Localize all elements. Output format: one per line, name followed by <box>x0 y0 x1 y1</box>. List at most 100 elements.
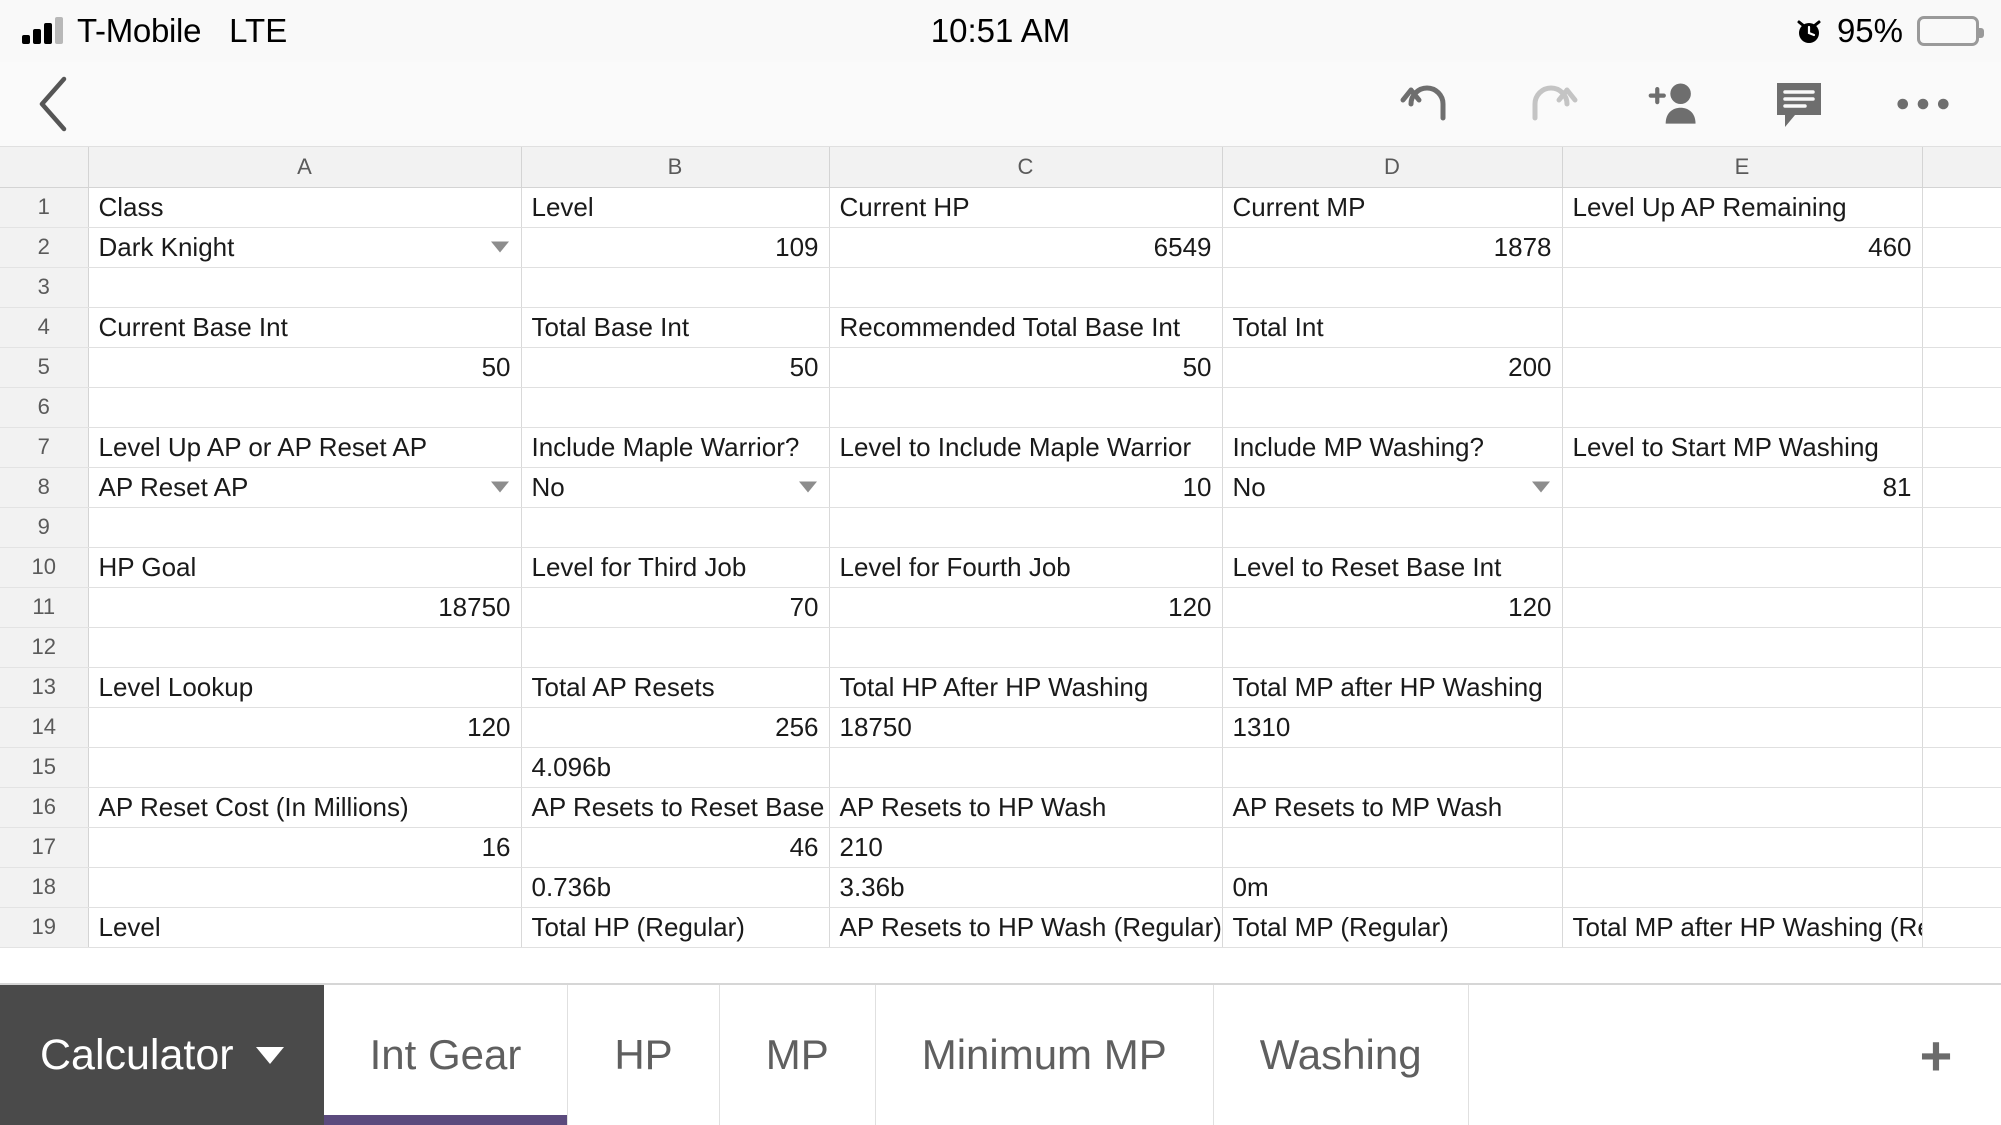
cell-dropdown-caret-icon[interactable] <box>798 481 817 493</box>
cell-E1[interactable]: Level Up AP Remaining <box>1562 187 1923 228</box>
grid-row[interactable]: 11 18750 70 120 120 <box>0 587 2001 628</box>
grid-row[interactable]: 4 Current Base Int Total Base Int Recommend… <box>0 307 2001 348</box>
cell-E10[interactable] <box>1562 547 1923 588</box>
row-header[interactable]: 10 <box>0 547 89 588</box>
grid-row[interactable]: 18 0.736b 3.36b 0m <box>0 867 2001 908</box>
cell-E8[interactable]: 81 <box>1562 467 1923 508</box>
cell-F14[interactable] <box>1922 707 2001 748</box>
cell-dropdown-caret-icon[interactable] <box>1531 481 1550 493</box>
cell-F18[interactable] <box>1922 867 2001 908</box>
row-header[interactable]: 13 <box>0 667 89 708</box>
cell-E11[interactable] <box>1562 587 1923 628</box>
cell-D16[interactable]: AP Resets to MP Wash <box>1222 787 1563 828</box>
row-header[interactable]: 11 <box>0 587 89 628</box>
cell-B10[interactable]: Level for Third Job <box>521 547 830 588</box>
cell-A18[interactable] <box>88 867 522 908</box>
row-header[interactable]: 9 <box>0 507 89 548</box>
grid-row[interactable]: 6 <box>0 387 2001 428</box>
cell-F16[interactable] <box>1922 787 2001 828</box>
cell-A14[interactable]: 120 <box>88 707 522 748</box>
cell-A1[interactable]: Class <box>88 187 522 228</box>
grid-row[interactable]: 10 HP Goal Level for Third Job Level for Fo… <box>0 547 2001 588</box>
cell-A8[interactable]: AP Reset AP <box>88 467 522 508</box>
column-header-c[interactable]: C <box>829 147 1223 188</box>
cell-D1[interactable]: Current MP <box>1222 187 1563 228</box>
cell-E19[interactable]: Total MP after HP Washing (Regular) <box>1562 907 1923 948</box>
cell-B12[interactable] <box>521 627 830 668</box>
cell-B16[interactable]: AP Resets to Reset Base Int <box>521 787 830 828</box>
comment-icon[interactable] <box>1771 76 1827 132</box>
row-header[interactable]: 14 <box>0 707 89 748</box>
cell-F6[interactable] <box>1922 387 2001 428</box>
cell-A17[interactable]: 16 <box>88 827 522 868</box>
add-person-icon[interactable] <box>1647 76 1703 132</box>
cell-B17[interactable]: 46 <box>521 827 830 868</box>
cell-F11[interactable] <box>1922 587 2001 628</box>
cell-C7[interactable]: Level to Include Maple Warrior <box>829 427 1223 468</box>
cell-F5[interactable] <box>1922 347 2001 388</box>
cell-B6[interactable] <box>521 387 830 428</box>
cell-A16[interactable]: AP Reset Cost (In Millions) <box>88 787 522 828</box>
sheet-tab-int-gear[interactable]: Int Gear <box>323 985 569 1125</box>
cell-B9[interactable] <box>521 507 830 548</box>
grid-row[interactable]: 14 120 256 18750 1310 <box>0 707 2001 748</box>
cell-C8[interactable]: 10 <box>829 467 1223 508</box>
cell-F9[interactable] <box>1922 507 2001 548</box>
cell-B4[interactable]: Total Base Int <box>521 307 830 348</box>
cell-C15[interactable] <box>829 747 1223 788</box>
spreadsheet-viewport[interactable]: A B C D E 1 Class Level Current HP Current M… <box>0 147 2001 983</box>
cell-F3[interactable] <box>1922 267 2001 308</box>
active-sheet-selector[interactable]: Calculator <box>0 985 324 1125</box>
cell-B2[interactable]: 109 <box>521 227 830 268</box>
cell-D12[interactable] <box>1222 627 1563 668</box>
cell-C1[interactable]: Current HP <box>829 187 1223 228</box>
cell-E14[interactable] <box>1562 707 1923 748</box>
cell-D18[interactable]: 0m <box>1222 867 1563 908</box>
cell-F8[interactable] <box>1922 467 2001 508</box>
cell-dropdown-caret-icon[interactable] <box>490 481 509 493</box>
row-header[interactable]: 1 <box>0 187 89 228</box>
cell-E9[interactable] <box>1562 507 1923 548</box>
cell-C11[interactable]: 120 <box>829 587 1223 628</box>
cell-D2[interactable]: 1878 <box>1222 227 1563 268</box>
cell-E5[interactable] <box>1562 347 1923 388</box>
cell-C14[interactable]: 18750 <box>829 707 1223 748</box>
cell-C17[interactable]: 210 <box>829 827 1223 868</box>
cell-F10[interactable] <box>1922 547 2001 588</box>
cell-E12[interactable] <box>1562 627 1923 668</box>
grid-body[interactable]: 1 Class Level Current HP Current MP Level Up … <box>0 187 2001 948</box>
cell-A3[interactable] <box>88 267 522 308</box>
cell-A5[interactable]: 50 <box>88 347 522 388</box>
cell-A9[interactable] <box>88 507 522 548</box>
column-header-a[interactable]: A <box>88 147 522 188</box>
grid-row[interactable]: 9 <box>0 507 2001 548</box>
cell-C3[interactable] <box>829 267 1223 308</box>
row-header[interactable]: 15 <box>0 747 89 788</box>
row-header[interactable]: 7 <box>0 427 89 468</box>
cell-E2[interactable]: 460 <box>1562 227 1923 268</box>
cell-B19[interactable]: Total HP (Regular) <box>521 907 830 948</box>
cell-E17[interactable] <box>1562 827 1923 868</box>
cell-F13[interactable] <box>1922 667 2001 708</box>
cell-E3[interactable] <box>1562 267 1923 308</box>
cell-B3[interactable] <box>521 267 830 308</box>
cell-E16[interactable] <box>1562 787 1923 828</box>
cell-B15[interactable]: 4.096b <box>521 747 830 788</box>
cell-A12[interactable] <box>88 627 522 668</box>
cell-D5[interactable]: 200 <box>1222 347 1563 388</box>
row-header[interactable]: 3 <box>0 267 89 308</box>
cell-B18[interactable]: 0.736b <box>521 867 830 908</box>
row-header[interactable]: 17 <box>0 827 89 868</box>
row-header[interactable]: 4 <box>0 307 89 348</box>
cell-A6[interactable] <box>88 387 522 428</box>
cell-dropdown-caret-icon[interactable] <box>490 241 509 253</box>
grid-row[interactable]: 13 Level Lookup Total AP Resets Total HP Af… <box>0 667 2001 708</box>
column-header-e[interactable]: E <box>1562 147 1923 188</box>
cell-E6[interactable] <box>1562 387 1923 428</box>
cell-C2[interactable]: 6549 <box>829 227 1223 268</box>
cell-A7[interactable]: Level Up AP or AP Reset AP <box>88 427 522 468</box>
undo-icon[interactable] <box>1399 76 1455 132</box>
cell-D17[interactable] <box>1222 827 1563 868</box>
cell-D9[interactable] <box>1222 507 1563 548</box>
grid-row[interactable]: 8 AP Reset AP No 10 No 81 <box>0 467 2001 508</box>
